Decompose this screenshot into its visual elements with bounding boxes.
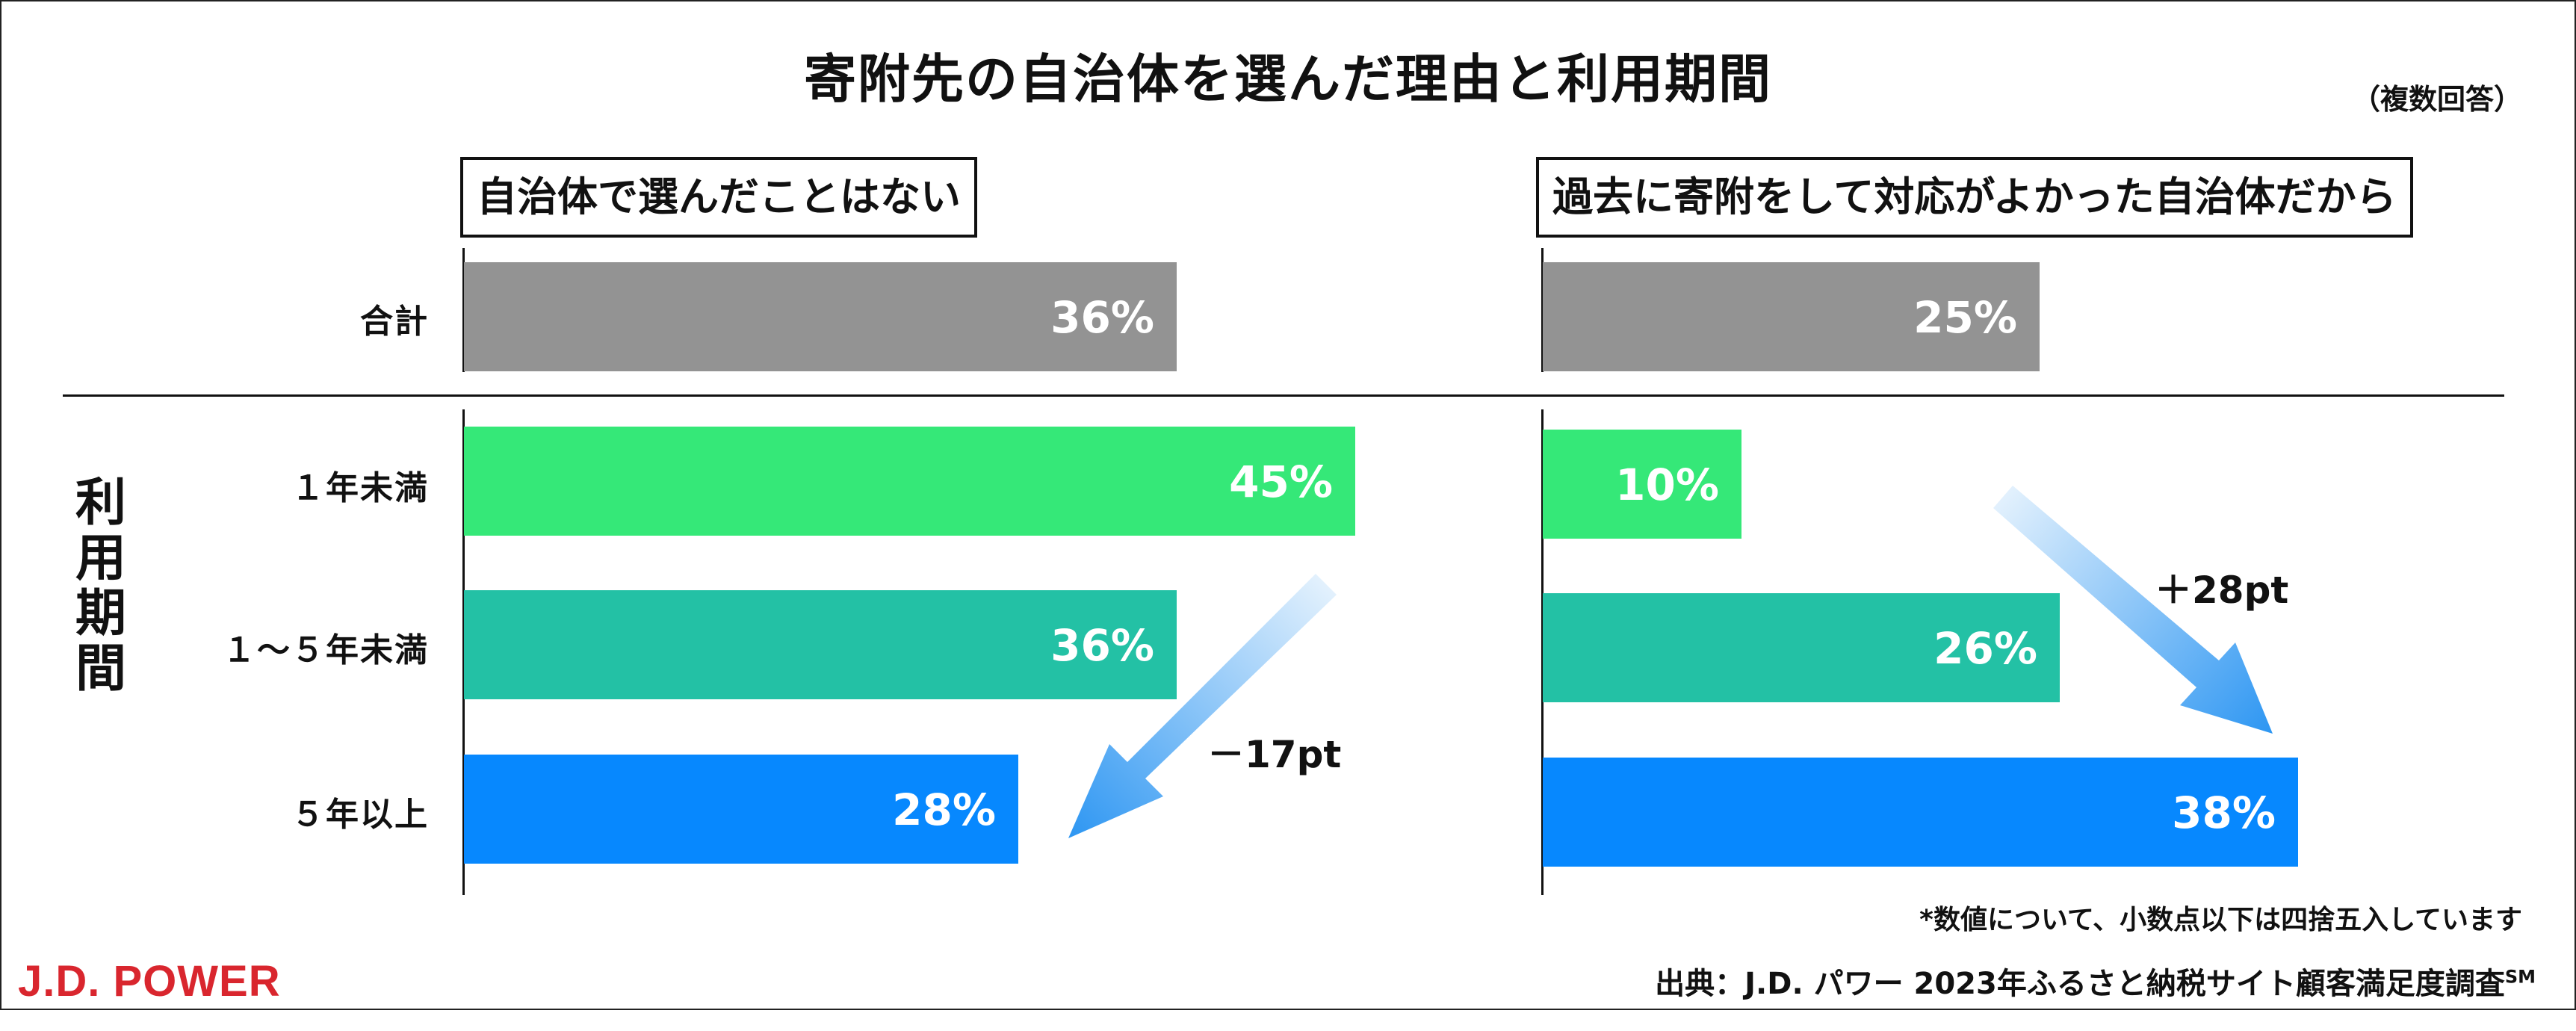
source-text: 出典：J.D. パワー 2023年ふるさと納税サイト顧客満足度調査	[1655, 967, 2505, 1001]
right-axis-total	[1541, 248, 1544, 372]
bar-value-label-right-over-5-years: 38%	[2172, 787, 2276, 838]
source-superscript: SM	[2504, 966, 2536, 988]
row-label-over-5-years: ５年以上	[291, 796, 429, 834]
bar-right-total	[1543, 262, 2040, 371]
row-label-total: 合計	[360, 303, 429, 341]
bar-left-over-5-years	[464, 755, 1018, 864]
bar-right-1-to-5-years	[1543, 593, 2060, 702]
chart-frame: 寄附先の自治体を選んだ理由と利用期間 （複数回答） 自治体で選んだことはない 過…	[0, 0, 2576, 1010]
bar-right-under-1-year	[1543, 430, 1741, 539]
bar-value-label-left-over-5-years: 28%	[892, 784, 996, 835]
chart-title: 寄附先の自治体を選んだ理由と利用期間	[804, 49, 1772, 110]
left-axis-periods	[462, 409, 465, 895]
bar-value-label-left-1-to-5-years: 36%	[1050, 620, 1154, 671]
bar-value-label-right-under-1-year: 10%	[1615, 459, 1719, 510]
decrease-arrow-icon	[1068, 574, 1337, 838]
bar-left-under-1-year	[464, 427, 1355, 536]
total-divider-line	[63, 394, 2504, 397]
bar-left-1-to-5-years	[464, 590, 1177, 699]
decrease-label: －17pt	[1207, 733, 1342, 776]
bar-right-over-5-years	[1543, 758, 2298, 867]
rounding-footnote: *数値について、小数点以下は四捨五入しています	[1919, 905, 2522, 935]
right-panel-title: 過去に寄附をして対応がよかった自治体だから	[1536, 157, 2413, 238]
left-panel-title: 自治体で選んだことはない	[460, 157, 977, 238]
row-label-1-to-5-years: １～５年未満	[223, 631, 429, 669]
bar-value-label-right-total: 25%	[1913, 292, 2017, 343]
right-axis-periods	[1541, 409, 1544, 895]
row-label-under-1-year: １年未満	[291, 469, 429, 507]
source-note: 出典：J.D. パワー 2023年ふるさと納税サイト顧客満足度調査SM	[1655, 959, 2536, 1003]
multiple-answer-note: （複数回答）	[2351, 83, 2522, 116]
bar-value-label-left-total: 36%	[1050, 292, 1154, 343]
bar-value-label-right-1-to-5-years: 26%	[1933, 623, 2037, 674]
trend-arrows	[1068, 486, 2273, 838]
usage-period-text: 利用期間	[75, 474, 126, 699]
increase-arrow-icon	[1993, 486, 2273, 734]
left-axis-total	[462, 248, 465, 372]
bar-left-total	[464, 262, 1177, 371]
bar-value-label-left-under-1-year: 45%	[1229, 456, 1333, 507]
jd-power-logo: J.D. POWER	[18, 957, 281, 1006]
usage-period-label: 利用期間	[67, 476, 134, 697]
increase-label: ＋28pt	[2155, 569, 2289, 612]
